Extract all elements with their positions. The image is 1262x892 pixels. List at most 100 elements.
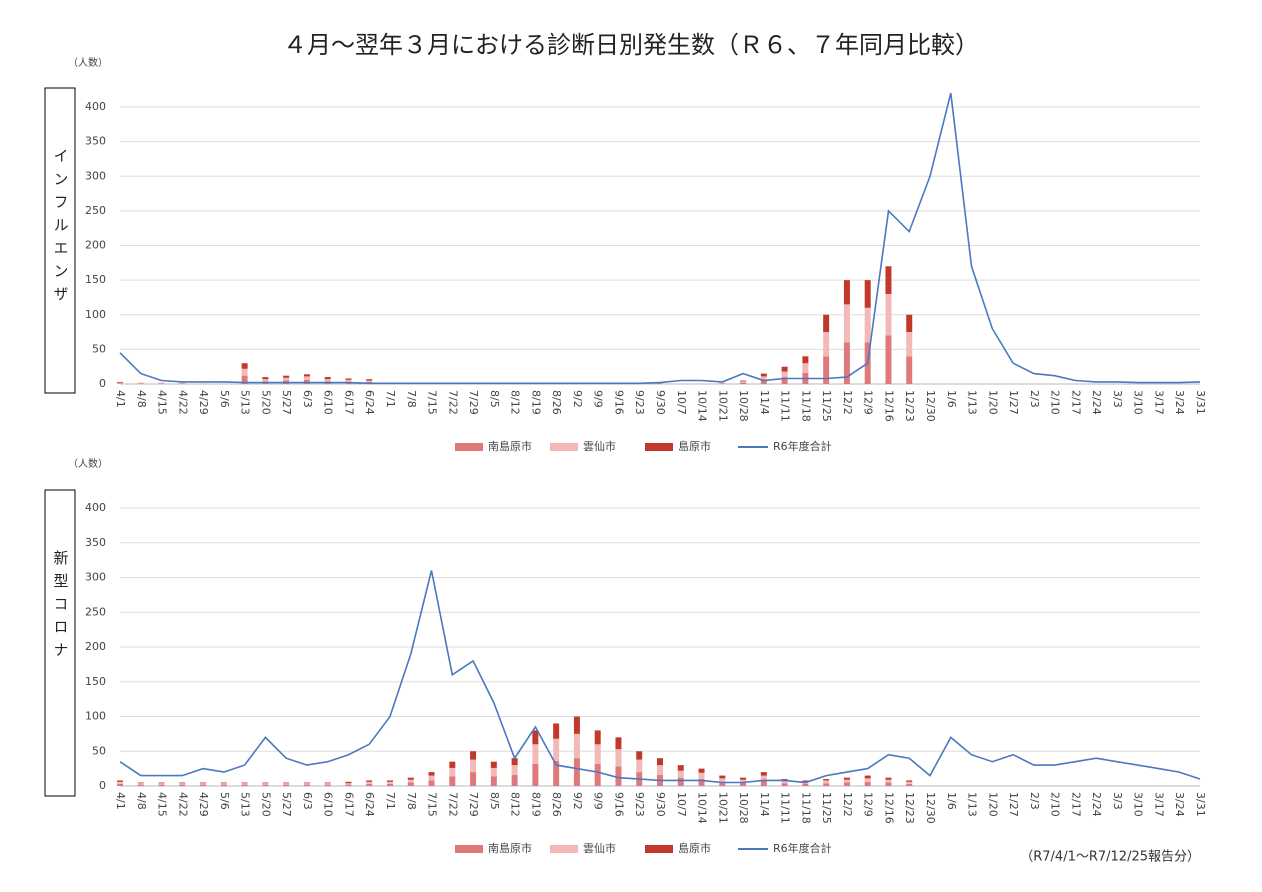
x-tick-label: 1/27 — [1007, 792, 1020, 817]
bar — [137, 383, 144, 384]
bar — [698, 779, 705, 786]
bar — [179, 783, 186, 785]
bar — [843, 280, 850, 305]
bar — [179, 382, 186, 384]
x-tick-label: 4/1 — [114, 792, 127, 810]
x-tick-label: 9/30 — [654, 792, 667, 817]
bar — [158, 784, 165, 786]
legend-swatch — [550, 443, 578, 451]
bar — [864, 778, 871, 782]
x-tick-label: 6/10 — [322, 390, 335, 415]
x-tick-label: 6/3 — [301, 390, 314, 408]
x-tick-label: 6/24 — [363, 390, 376, 415]
bar — [781, 780, 788, 784]
x-tick-label: 7/1 — [384, 390, 397, 408]
y-tick-label: 400 — [85, 100, 106, 113]
bar — [407, 777, 414, 780]
bar — [345, 781, 352, 784]
bar — [553, 738, 560, 761]
bar — [677, 770, 684, 778]
bar — [781, 371, 788, 378]
x-tick-label: 11/4 — [758, 792, 771, 817]
x-tick-label: 6/17 — [342, 792, 355, 817]
x-tick-label: 8/12 — [509, 390, 522, 415]
bar — [823, 356, 830, 384]
bar — [677, 777, 684, 786]
bar — [677, 383, 684, 384]
bar — [303, 374, 310, 377]
bar — [158, 382, 165, 384]
bar — [594, 730, 601, 745]
panel-label: 新型コロナ — [52, 550, 70, 665]
x-tick-label: 4/8 — [135, 792, 148, 810]
bar — [885, 779, 892, 783]
bar — [303, 784, 310, 786]
bar — [802, 356, 809, 364]
x-tick-label: 11/18 — [799, 390, 812, 422]
bar — [220, 383, 227, 384]
x-tick-label: 5/13 — [239, 390, 252, 415]
bar — [740, 777, 747, 780]
bar — [760, 775, 767, 781]
x-tick-label: 9/23 — [633, 792, 646, 817]
x-tick-label: 5/20 — [259, 390, 272, 415]
x-tick-label: 3/31 — [1194, 792, 1207, 817]
bar — [324, 377, 331, 380]
bar — [823, 783, 830, 786]
x-tick-label: 7/1 — [384, 792, 397, 810]
bar — [760, 376, 767, 380]
x-tick-label: 7/8 — [405, 390, 418, 408]
x-tick-label: 12/30 — [924, 390, 937, 422]
bar — [117, 781, 123, 784]
y-tick-label: 150 — [85, 273, 106, 286]
title: ４月～翌年３月における診断日別発生数（Ｒ６、７年同月比較） — [283, 31, 979, 59]
bar — [220, 782, 227, 784]
bar — [719, 383, 726, 384]
bar — [532, 730, 539, 745]
bar — [366, 780, 373, 782]
bar — [490, 776, 497, 786]
bar — [137, 784, 144, 786]
bar — [470, 751, 477, 760]
legend-swatch — [455, 845, 483, 853]
bar — [573, 733, 580, 759]
x-tick-label: 9/2 — [571, 390, 584, 408]
legend-label: 南島原市 — [488, 841, 532, 855]
bar — [283, 782, 290, 784]
x-tick-label: 9/16 — [612, 792, 625, 817]
bar — [283, 783, 290, 785]
bar — [366, 783, 373, 786]
bar — [324, 379, 331, 382]
x-tick-label: 1/20 — [986, 792, 999, 817]
bar — [781, 783, 788, 786]
bar — [283, 377, 290, 381]
y-tick-label: 200 — [85, 640, 106, 653]
bar — [657, 758, 663, 766]
bar — [511, 758, 518, 766]
bar — [117, 783, 123, 786]
x-tick-label: 5/27 — [280, 792, 293, 817]
bar — [200, 783, 207, 785]
bar — [137, 783, 144, 785]
x-tick-label: 11/25 — [820, 792, 833, 824]
bar — [179, 784, 186, 786]
x-tick-label: 4/15 — [156, 390, 169, 415]
legend-label: 雲仙市 — [583, 841, 616, 855]
y-tick-label: 350 — [85, 135, 106, 148]
x-tick-label: 11/11 — [779, 390, 792, 422]
bar — [823, 314, 830, 333]
y-tick-label: 0 — [99, 377, 106, 390]
bar — [220, 784, 227, 786]
bar — [594, 744, 601, 764]
bar — [906, 781, 913, 784]
x-tick-label: 12/2 — [841, 792, 854, 817]
x-tick-label: 9/23 — [633, 390, 646, 415]
bar — [906, 780, 913, 782]
y-tick-label: 400 — [85, 501, 106, 514]
bar — [137, 382, 144, 384]
x-tick-label: 8/5 — [488, 390, 501, 408]
bar — [241, 783, 248, 785]
panel-box — [44, 87, 76, 394]
x-tick-label: 1/27 — [1007, 390, 1020, 415]
bar — [532, 763, 539, 786]
